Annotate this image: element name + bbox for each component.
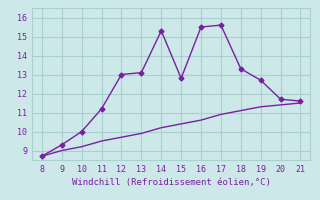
X-axis label: Windchill (Refroidissement éolien,°C): Windchill (Refroidissement éolien,°C) [72,178,271,187]
